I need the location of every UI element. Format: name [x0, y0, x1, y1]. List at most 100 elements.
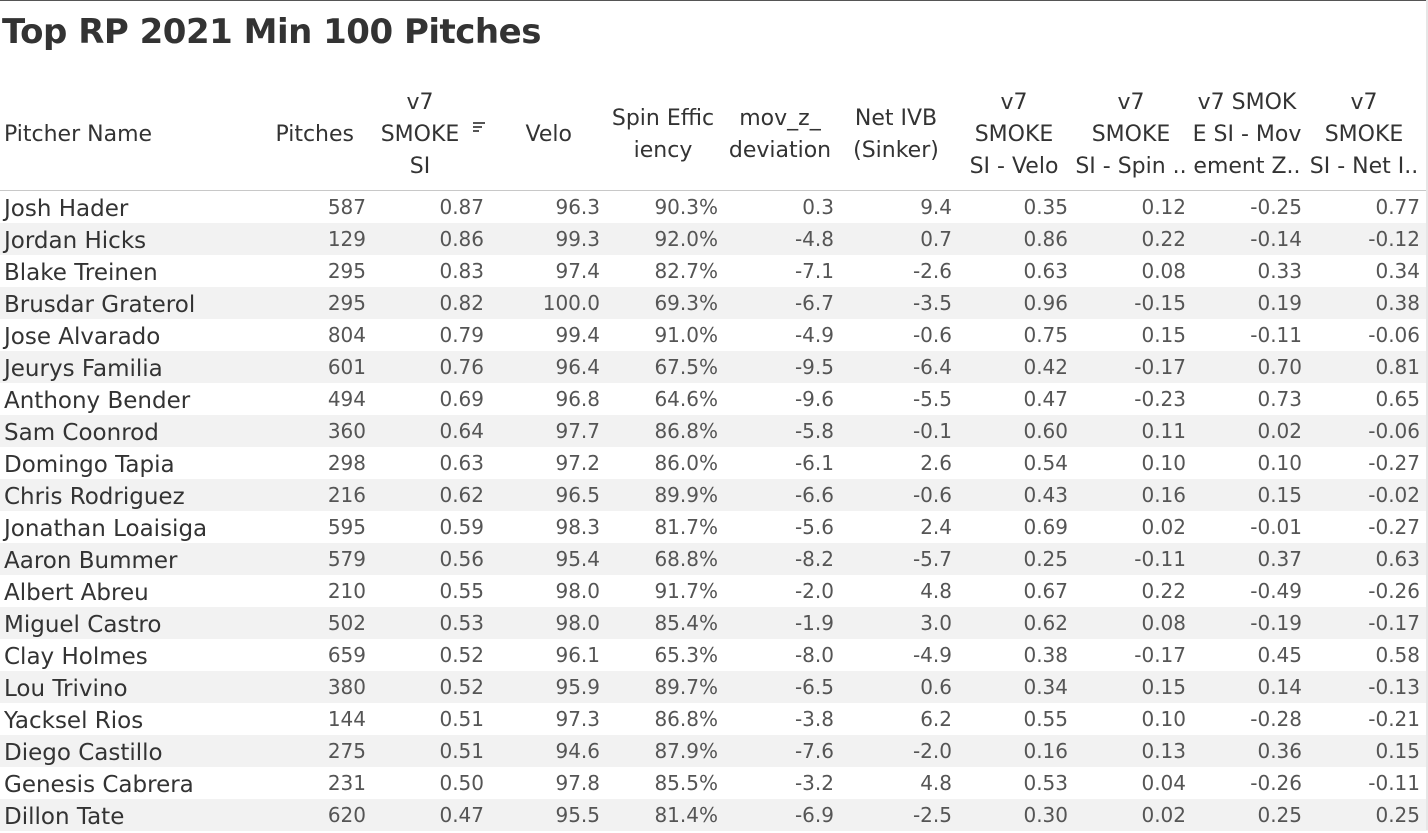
- column-header-velo[interactable]: Velo: [525, 122, 572, 147]
- column-header-spin-efficiency[interactable]: Spin Effic iency: [611, 106, 715, 163]
- table-cell-velo: 96.3: [555, 195, 600, 219]
- table-cell-pitches: 380: [327, 675, 366, 699]
- table-cell-s_spin: 0.22: [1141, 227, 1186, 251]
- table-cell-smoke: 0.82: [439, 291, 484, 315]
- table-row[interactable]: Sam Coonrod 360 0.64 97.7 86.8% -5.8 -0.1 0.60 0…: [0, 415, 1428, 447]
- table-cell-pitches: 129: [327, 227, 366, 251]
- table-row[interactable]: Clay Holmes 659 0.52 96.1 65.3% -8.0 -4.9 0.38 -…: [0, 639, 1428, 671]
- table-row[interactable]: Dillon Tate 620 0.47 95.5 81.4% -6.9 -2.5 0.30 0…: [0, 799, 1428, 831]
- table-row[interactable]: Blake Treinen 295 0.83 97.4 82.7% -7.1 -2.6 0.6…: [0, 255, 1428, 287]
- table-cell-s_movz: -0.01: [1250, 515, 1302, 539]
- table-cell-pitches: 231: [327, 771, 366, 795]
- table-cell-pitches: 579: [327, 547, 366, 571]
- table-cell-spin_eff: 87.9%: [654, 739, 718, 763]
- column-header-pitches[interactable]: Pitches: [275, 122, 354, 147]
- table-cell-ivb: 4.8: [920, 771, 952, 795]
- table-cell-s_velo: 0.53: [1023, 771, 1068, 795]
- table-cell-s_spin: 0.11: [1141, 419, 1186, 443]
- table-cell-movz: -6.1: [794, 451, 834, 475]
- table-cell-s_movz: 0.15: [1257, 483, 1302, 507]
- table-cell-ivb: 0.6: [920, 675, 952, 699]
- table-row[interactable]: Jonathan Loaisiga 595 0.59 98.3 81.7% -5.6 2.4…: [0, 511, 1428, 543]
- table-cell-s_velo: 0.54: [1023, 451, 1068, 475]
- table-cell-movz: -3.2: [794, 771, 834, 795]
- table-cell-pitches: 360: [327, 419, 366, 443]
- table-header: Pitcher Name Pitches v7 SMOKE SI Velo Sp…: [0, 80, 1428, 191]
- table-row[interactable]: Domingo Tapia 298 0.63 97.2 86.0% -6.1 2.6 0.54…: [0, 447, 1428, 479]
- table-row[interactable]: Anthony Bender 494 0.69 96.8 64.6% -9.6 -5.5 0.…: [0, 383, 1428, 415]
- table-cell-s_ivb: -0.02: [1368, 483, 1420, 507]
- table-cell-s_spin: 0.08: [1141, 611, 1186, 635]
- column-header-pitcher-name[interactable]: Pitcher Name: [4, 122, 153, 147]
- table-cell-velo: 98.0: [555, 611, 600, 635]
- table-cell-s_movz: 0.45: [1257, 643, 1302, 667]
- column-header-v7-smoke-si-spin[interactable]: v7 SMOKE SI - Spin ..: [1075, 90, 1187, 179]
- table-row[interactable]: Jeurys Familia 601 0.76 96.4 67.5% -9.5 -6.4 0.…: [0, 351, 1428, 383]
- scrollbar[interactable]: [1426, 0, 1428, 830]
- table-row[interactable]: Brusdar Graterol 295 0.82 100.0 69.3% -6.7 -3.…: [0, 287, 1428, 319]
- table-cell-s_spin: -0.15: [1134, 291, 1186, 315]
- table-cell-smoke: 0.87: [439, 195, 484, 219]
- table-cell-name: Chris Rodriguez: [4, 484, 185, 510]
- table-cell-ivb: -2.0: [912, 739, 952, 763]
- table-row[interactable]: Miguel Castro 502 0.53 98.0 85.4% -1.9 3.0 0.62…: [0, 607, 1428, 639]
- table-cell-s_spin: -0.17: [1134, 355, 1186, 379]
- table-cell-name: Lou Trivino: [4, 676, 128, 702]
- table-row[interactable]: Aaron Bummer 579 0.56 95.4 68.8% -8.2 -5.7 0.25…: [0, 543, 1428, 575]
- table-cell-s_velo: 0.16: [1023, 739, 1068, 763]
- table-cell-s_spin: 0.12: [1141, 195, 1186, 219]
- column-header-net-ivb-sinker[interactable]: Net IVB (Sinker): [853, 106, 939, 163]
- table-cell-s_ivb: -0.17: [1368, 611, 1420, 635]
- table-cell-s_spin: 0.10: [1141, 707, 1186, 731]
- table-cell-spin_eff: 86.8%: [654, 707, 718, 731]
- table-row[interactable]: Lou Trivino 380 0.52 95.9 89.7% -6.5 0.6 0.34 0.…: [0, 671, 1428, 703]
- table-cell-movz: -5.8: [794, 419, 834, 443]
- table-cell-movz: -3.8: [794, 707, 834, 731]
- table-cell-ivb: -6.4: [912, 355, 952, 379]
- table-cell-s_spin: 0.02: [1141, 803, 1186, 827]
- table-cell-name: Genesis Cabrera: [4, 772, 194, 798]
- table-cell-movz: -2.0: [794, 579, 834, 603]
- table-cell-s_velo: 0.47: [1023, 387, 1068, 411]
- table-cell-velo: 96.5: [555, 483, 600, 507]
- table-cell-spin_eff: 85.5%: [654, 771, 718, 795]
- column-header-v7-smoke-si-net-ivb[interactable]: v7 SMOKE SI - Net I..: [1309, 90, 1419, 179]
- table-cell-spin_eff: 92.0%: [654, 227, 718, 251]
- table-cell-spin_eff: 82.7%: [654, 259, 718, 283]
- column-header-v7-smoke-si-movement-z[interactable]: v7 SMOK E SI - Mov ement Z..: [1192, 90, 1302, 179]
- table-cell-smoke: 0.47: [439, 803, 484, 827]
- table-row[interactable]: Diego Castillo 275 0.51 94.6 87.9% -7.6 -2.0 0.…: [0, 735, 1428, 767]
- table-cell-name: Albert Abreu: [4, 580, 149, 606]
- table-cell-movz: -8.2: [794, 547, 834, 571]
- table-cell-movz: -6.6: [794, 483, 834, 507]
- column-header-mov-z-deviation[interactable]: mov_z_ deviation: [728, 106, 832, 163]
- table-row[interactable]: Jordan Hicks 129 0.86 99.3 92.0% -4.8 0.7 0.86 0…: [0, 223, 1428, 255]
- table-cell-pitches: 295: [327, 291, 366, 315]
- table-row[interactable]: Jose Alvarado 804 0.79 99.4 91.0% -4.9 -0.6 0.7…: [0, 319, 1428, 351]
- table-cell-name: Aaron Bummer: [4, 548, 178, 574]
- table-cell-spin_eff: 86.0%: [654, 451, 718, 475]
- table-cell-pitches: 659: [327, 643, 366, 667]
- table-cell-velo: 98.3: [555, 515, 600, 539]
- table-row[interactable]: Chris Rodriguez 216 0.62 96.5 89.9% -6.6 -0.6 0…: [0, 479, 1428, 511]
- table-cell-spin_eff: 65.3%: [654, 643, 718, 667]
- table-cell-spin_eff: 64.6%: [654, 387, 718, 411]
- table-cell-velo: 94.6: [555, 739, 600, 763]
- table-cell-s_velo: 0.86: [1023, 227, 1068, 251]
- sort-descending-icon[interactable]: [473, 122, 485, 134]
- table-row[interactable]: Josh Hader 587 0.87 96.3 90.3% 0.3 9.4 0.35 0.12…: [0, 191, 1428, 223]
- column-header-v7-smoke-si-velo[interactable]: v7 SMOKE SI - Velo: [969, 90, 1059, 179]
- table-cell-velo: 98.0: [555, 579, 600, 603]
- table-cell-smoke: 0.53: [439, 611, 484, 635]
- table-cell-s_ivb: 0.65: [1375, 387, 1420, 411]
- table-row[interactable]: Yacksel Rios 144 0.51 97.3 86.8% -3.8 6.2 0.55 0…: [0, 703, 1428, 735]
- table-row[interactable]: Albert Abreu 210 0.55 98.0 91.7% -2.0 4.8 0.67 0…: [0, 575, 1428, 607]
- table-cell-s_ivb: -0.06: [1368, 419, 1420, 443]
- table-row[interactable]: Genesis Cabrera 231 0.50 97.8 85.5% -3.2 4.8 0.…: [0, 767, 1428, 799]
- table-cell-s_velo: 0.75: [1023, 323, 1068, 347]
- table-cell-smoke: 0.52: [439, 675, 484, 699]
- column-header-v7-smoke-si[interactable]: v7 SMOKE SI: [380, 90, 460, 179]
- table-cell-s_velo: 0.34: [1023, 675, 1068, 699]
- table-cell-spin_eff: 91.0%: [654, 323, 718, 347]
- table-cell-s_velo: 0.62: [1023, 611, 1068, 635]
